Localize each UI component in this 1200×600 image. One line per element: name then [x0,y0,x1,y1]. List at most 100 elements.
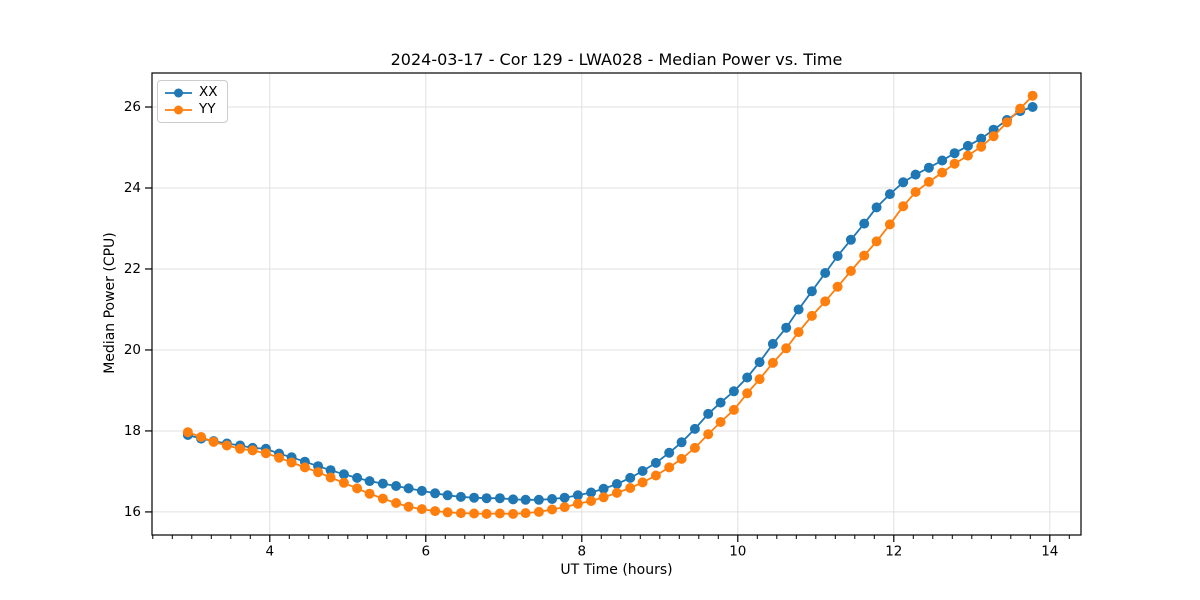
data-point-yy [832,281,843,292]
data-point-yy [689,442,700,453]
data-point-yy [637,477,648,488]
data-point-xx [416,485,427,496]
data-point-xx [676,437,687,448]
data-point-xx [364,476,375,487]
y-tick-label: 18 [124,423,141,439]
data-point-yy [182,427,193,438]
data-point-xx [703,408,714,419]
data-point-yy [820,296,831,307]
data-point-yy [286,457,297,468]
data-point-xx [598,483,609,494]
data-point-xx [403,483,414,494]
data-point-xx [494,493,505,504]
data-point-yy [937,167,948,178]
data-point-yy [403,501,414,512]
x-minor-ticks [152,535,1070,539]
data-point-yy [559,502,570,513]
data-point-xx [923,162,934,173]
data-point-yy [364,488,375,499]
data-point-yy [988,131,999,142]
y-tick-label: 16 [124,504,141,520]
data-point-yy [481,508,492,519]
data-point-xx [664,447,675,458]
x-tick-label: 14 [1041,544,1058,560]
series-yy-line [187,95,1034,515]
data-point-yy [338,477,349,488]
data-point-yy [806,310,817,321]
data-point-xx [884,189,895,200]
legend-item-yy: YY [165,103,220,117]
legend: XX YY [157,80,228,123]
data-point-yy [299,462,310,473]
data-point-xx [650,457,661,468]
y-tick-label: 22 [124,261,141,277]
x-tick-label: 6 [421,544,430,560]
data-point-yy [728,404,739,415]
data-point-xx [871,202,882,213]
data-point-xx [547,494,558,504]
data-point-yy [391,498,402,508]
data-point-xx [898,177,909,188]
data-point-xx [937,155,948,166]
data-point-xx [325,465,336,476]
data-point-yy [260,448,271,459]
data-point-xx [1027,102,1038,112]
x-axis-ticks: 4 6 8 10 12 14 [265,535,1058,560]
data-point-yy [793,327,804,338]
data-point-xx [820,268,831,278]
legend-item-xx: XX [165,86,220,100]
data-point-xx [976,133,987,144]
data-point-yy [586,496,597,506]
data-point-xx [781,322,792,333]
data-point-yy [572,498,583,509]
data-point-yy [884,219,895,230]
data-point-xx [611,479,622,489]
data-point-yy [664,462,675,473]
legend-label-yy: YY [199,101,216,118]
data-point-yy [1001,117,1012,128]
y-tick-label: 24 [124,180,141,196]
data-point-yy [742,388,753,399]
y-axis-label: Median Power (CPU) [102,232,118,374]
data-point-yy [494,508,505,519]
data-point-yy [676,453,687,464]
gridlines [152,73,1081,535]
data-point-xx [469,492,480,503]
data-point-xx [430,488,441,499]
data-point-yy [313,467,324,478]
data-point-xx [377,478,388,489]
data-point-xx [806,286,817,297]
x-axis-label: UT Time (hours) [560,562,673,578]
data-point-yy [547,504,558,515]
data-point-yy [235,443,246,454]
data-point-xx [715,397,726,408]
data-point-xx [767,338,778,349]
data-point-yy [781,343,792,354]
data-point-xx [754,357,765,368]
data-point-yy [1015,103,1026,114]
legend-marker-xx [165,88,192,98]
data-point-xx [442,490,453,501]
series-xx-line [187,106,1033,501]
y-tick-label: 20 [124,342,141,358]
data-point-yy [455,508,466,519]
x-tick-label: 10 [729,544,746,560]
data-point-yy [962,150,973,161]
data-point-xx [859,218,870,229]
data-point-yy [871,236,882,247]
data-point-xx [352,472,363,483]
data-point-yy [416,504,427,515]
data-point-xx [572,490,583,501]
data-point-yy [442,507,453,518]
x-tick-label: 12 [885,544,902,560]
data-point-xx [391,481,402,491]
data-point-yy [520,508,531,519]
x-tick-label: 8 [577,544,586,560]
data-point-yy [533,506,544,517]
data-point-xx [845,234,856,245]
series-yy [182,90,1038,519]
series-xx [182,102,1038,505]
data-point-yy [208,436,219,447]
